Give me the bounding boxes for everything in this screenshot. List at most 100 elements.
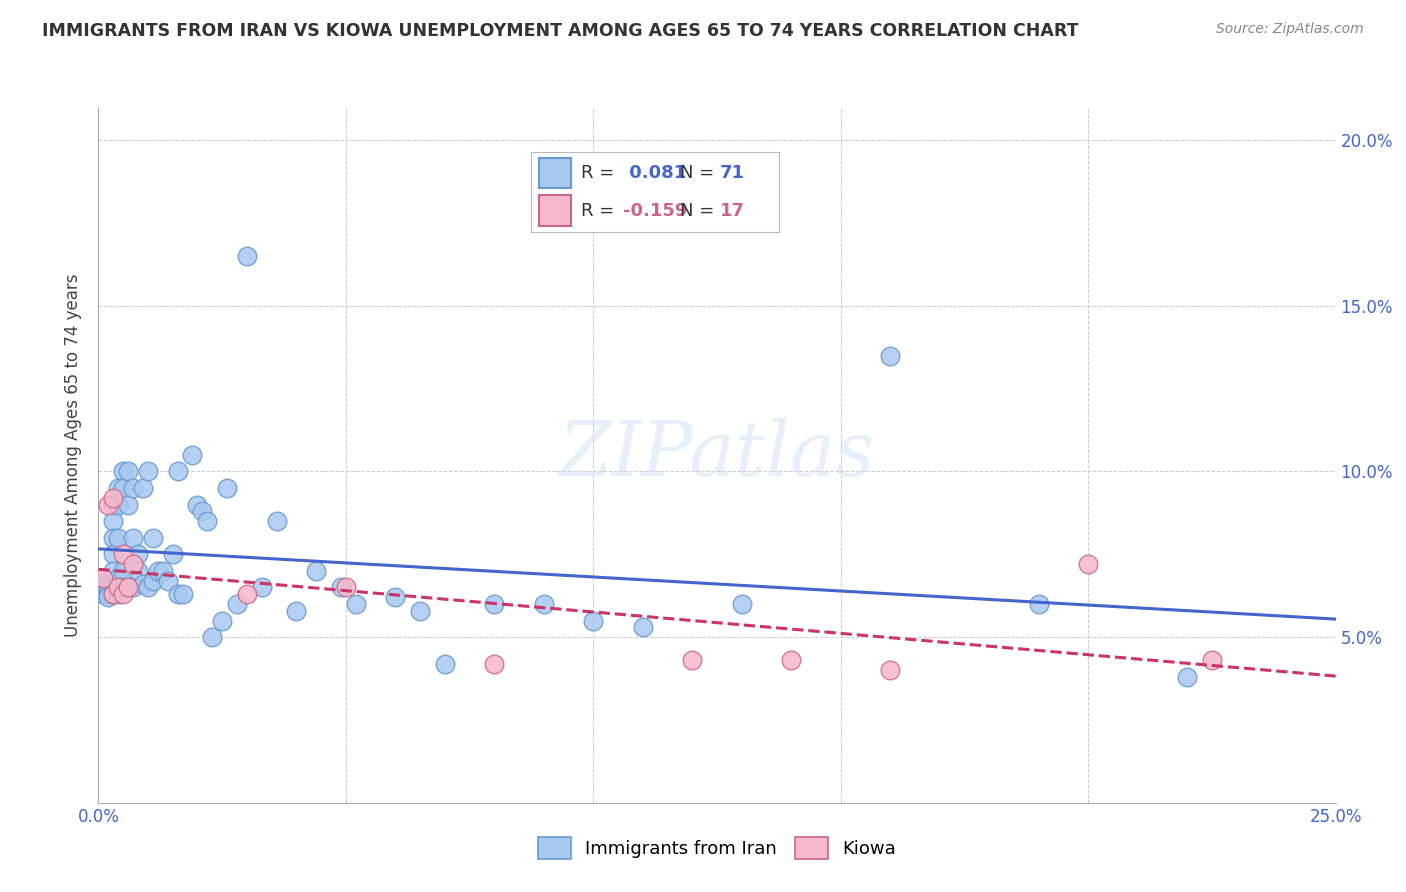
Point — [93, 587, 115, 601]
Point — [97, 574, 120, 588]
Point — [97, 577, 120, 591]
Point — [122, 581, 145, 595]
Point — [103, 547, 125, 561]
Point — [1077, 558, 1099, 572]
Text: IMMIGRANTS FROM IRAN VS KIOWA UNEMPLOYMENT AMONG AGES 65 TO 74 YEARS CORRELATION: IMMIGRANTS FROM IRAN VS KIOWA UNEMPLOYME… — [42, 22, 1078, 40]
Point — [433, 657, 456, 671]
Point — [236, 249, 259, 263]
Point — [879, 663, 901, 677]
Point — [305, 564, 328, 578]
Point — [484, 657, 506, 671]
Point — [879, 349, 901, 363]
Point — [335, 581, 357, 595]
Point — [103, 491, 125, 505]
Point — [107, 570, 129, 584]
Text: N =: N = — [681, 202, 720, 219]
Text: 71: 71 — [720, 164, 745, 182]
Point — [156, 574, 179, 588]
Text: R =: R = — [581, 202, 620, 219]
Text: R =: R = — [581, 164, 620, 182]
Point — [136, 465, 159, 479]
Point — [97, 498, 120, 512]
Point — [384, 591, 406, 605]
Point — [107, 587, 129, 601]
Point — [250, 581, 273, 595]
Point — [142, 574, 165, 588]
Point — [1028, 597, 1050, 611]
Point — [191, 504, 214, 518]
Point — [201, 630, 224, 644]
Point — [409, 604, 432, 618]
Point — [266, 514, 288, 528]
Y-axis label: Unemployment Among Ages 65 to 74 years: Unemployment Among Ages 65 to 74 years — [63, 273, 82, 637]
Text: -0.159: -0.159 — [623, 202, 688, 219]
Point — [103, 531, 125, 545]
Point — [103, 587, 125, 601]
Point — [122, 481, 145, 495]
Point — [166, 465, 188, 479]
Point — [122, 558, 145, 572]
Point — [226, 597, 249, 611]
Point — [93, 583, 115, 598]
Point — [122, 531, 145, 545]
Point — [186, 498, 208, 512]
Point — [1201, 653, 1223, 667]
Text: ZIPatlas: ZIPatlas — [558, 418, 876, 491]
Point — [731, 597, 754, 611]
Point — [181, 448, 204, 462]
Point — [112, 547, 135, 561]
Point — [132, 577, 155, 591]
Point — [146, 564, 169, 578]
Legend: Immigrants from Iran, Kiowa: Immigrants from Iran, Kiowa — [524, 822, 910, 874]
Point — [127, 564, 149, 578]
Point — [152, 564, 174, 578]
Point — [93, 581, 115, 595]
Point — [236, 587, 259, 601]
Point — [93, 570, 115, 584]
Point — [97, 587, 120, 601]
Point — [344, 597, 367, 611]
Point — [112, 481, 135, 495]
Point — [484, 597, 506, 611]
Point — [103, 577, 125, 591]
Point — [117, 465, 139, 479]
Point — [107, 481, 129, 495]
Point — [103, 514, 125, 528]
FancyBboxPatch shape — [538, 158, 571, 188]
Point — [112, 564, 135, 578]
Point — [142, 531, 165, 545]
FancyBboxPatch shape — [538, 195, 571, 226]
Point — [533, 597, 555, 611]
Point — [172, 587, 194, 601]
Point — [107, 531, 129, 545]
Point — [132, 481, 155, 495]
Point — [107, 581, 129, 595]
Text: N =: N = — [681, 164, 720, 182]
Point — [195, 514, 218, 528]
Point — [681, 653, 703, 667]
Point — [103, 498, 125, 512]
Point — [211, 614, 233, 628]
Point — [107, 498, 129, 512]
Point — [780, 653, 803, 667]
Point — [127, 547, 149, 561]
Point — [117, 581, 139, 595]
Point — [631, 620, 654, 634]
Point — [103, 587, 125, 601]
Text: Source: ZipAtlas.com: Source: ZipAtlas.com — [1216, 22, 1364, 37]
Point — [117, 498, 139, 512]
Point — [112, 581, 135, 595]
Point — [97, 591, 120, 605]
Point — [112, 587, 135, 601]
Point — [285, 604, 308, 618]
Point — [136, 581, 159, 595]
Point — [217, 481, 239, 495]
Text: 0.081: 0.081 — [623, 164, 686, 182]
Text: 17: 17 — [720, 202, 745, 219]
Point — [582, 614, 605, 628]
Point — [103, 564, 125, 578]
Point — [162, 547, 184, 561]
Point — [1175, 670, 1198, 684]
Point — [329, 581, 352, 595]
Point — [166, 587, 188, 601]
